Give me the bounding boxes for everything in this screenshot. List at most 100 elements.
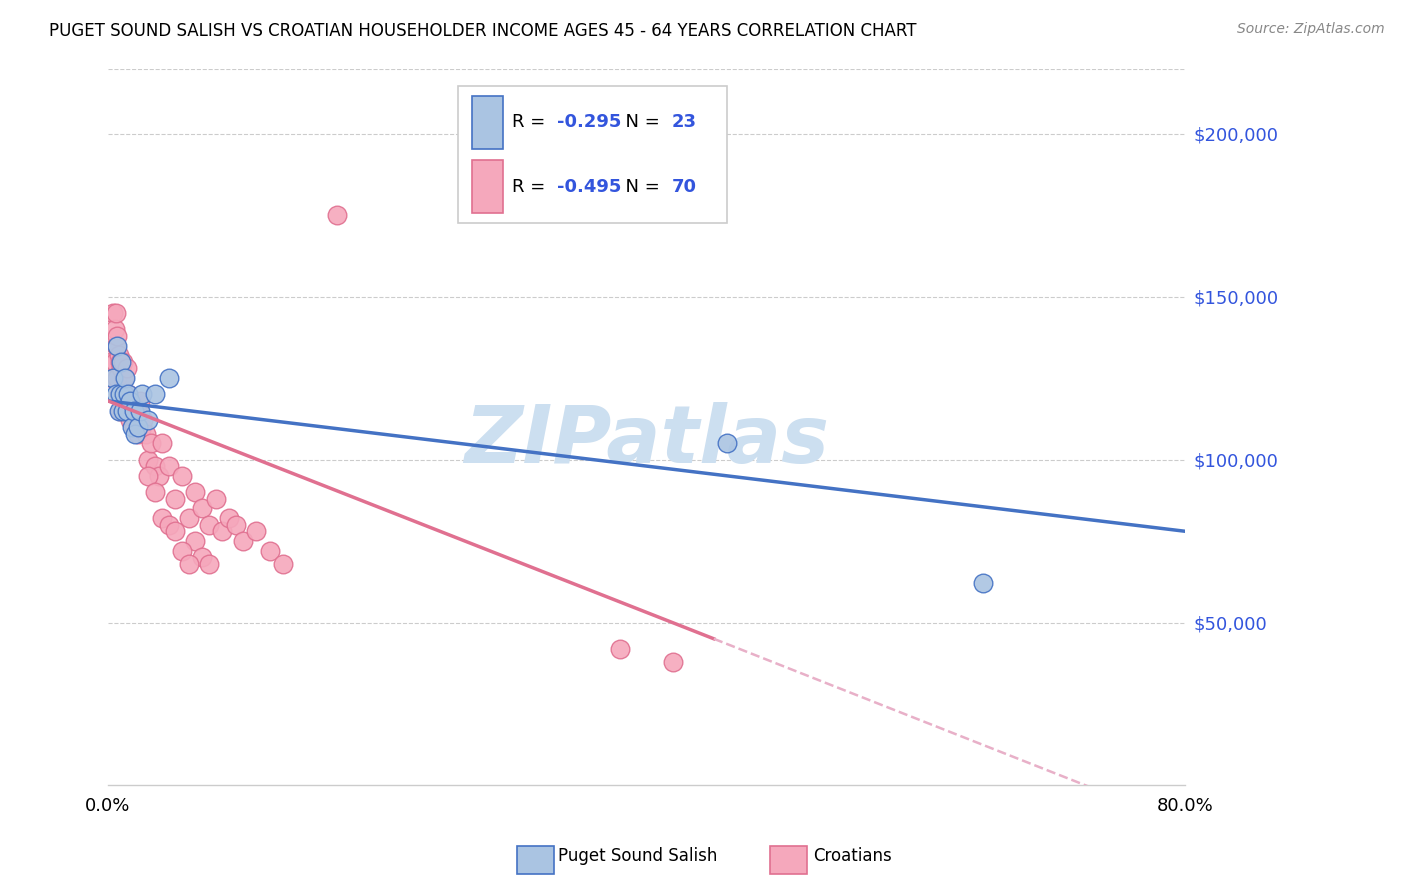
Point xyxy=(138,413,160,427)
Point xyxy=(128,403,150,417)
Point xyxy=(104,322,127,336)
Point xyxy=(112,371,135,385)
Point xyxy=(118,393,141,408)
Text: Puget Sound Salish: Puget Sound Salish xyxy=(558,847,717,865)
Point xyxy=(115,361,138,376)
Text: N =: N = xyxy=(614,178,665,196)
Point xyxy=(114,371,136,385)
Point xyxy=(112,387,135,401)
Text: R =: R = xyxy=(512,178,551,196)
Point xyxy=(114,393,136,408)
Point xyxy=(107,387,129,401)
Point xyxy=(107,328,129,343)
Point xyxy=(972,576,994,591)
Point xyxy=(143,485,166,500)
Point xyxy=(218,511,240,525)
Point xyxy=(198,517,221,532)
Text: Croatians: Croatians xyxy=(813,847,891,865)
Point xyxy=(662,655,685,669)
Point xyxy=(125,413,148,427)
Point xyxy=(129,393,152,408)
Text: R =: R = xyxy=(512,113,551,131)
Point xyxy=(232,534,254,549)
Point xyxy=(127,420,149,434)
Point xyxy=(124,403,146,417)
Point xyxy=(177,557,200,571)
Point xyxy=(127,426,149,441)
Point xyxy=(139,436,162,450)
Point xyxy=(105,338,128,352)
Point xyxy=(110,355,132,369)
Point xyxy=(107,403,129,417)
Text: Source: ZipAtlas.com: Source: ZipAtlas.com xyxy=(1237,22,1385,37)
Point xyxy=(245,524,267,539)
Point xyxy=(131,420,153,434)
Point xyxy=(117,387,139,401)
Point xyxy=(198,557,221,571)
Point xyxy=(132,413,155,427)
Text: -0.495: -0.495 xyxy=(557,178,621,196)
Point xyxy=(107,338,129,352)
FancyBboxPatch shape xyxy=(472,161,503,213)
Point xyxy=(148,468,170,483)
Point xyxy=(117,387,139,401)
Point xyxy=(121,393,143,408)
Point xyxy=(105,387,128,401)
Point xyxy=(157,517,180,532)
Point xyxy=(138,468,160,483)
Point xyxy=(100,355,122,369)
Text: -0.295: -0.295 xyxy=(557,113,621,131)
Point xyxy=(150,436,173,450)
Text: N =: N = xyxy=(614,113,665,131)
Point xyxy=(108,403,131,417)
Point xyxy=(112,403,135,417)
Point xyxy=(211,524,233,539)
Point xyxy=(104,355,127,369)
Point xyxy=(118,413,141,427)
Text: 23: 23 xyxy=(671,113,696,131)
Point xyxy=(165,491,187,506)
Point xyxy=(124,426,146,441)
Point xyxy=(150,511,173,525)
Point xyxy=(111,355,134,369)
Point xyxy=(157,459,180,474)
Point xyxy=(170,468,193,483)
Point xyxy=(271,557,294,571)
FancyBboxPatch shape xyxy=(472,95,503,149)
Point xyxy=(157,371,180,385)
Point xyxy=(121,420,143,434)
Point xyxy=(135,426,157,441)
Point xyxy=(111,403,134,417)
Point xyxy=(138,452,160,467)
Point xyxy=(143,387,166,401)
Point xyxy=(143,459,166,474)
Point xyxy=(191,501,214,516)
Point xyxy=(716,436,738,450)
Point xyxy=(225,517,247,532)
Point xyxy=(115,403,138,417)
Point xyxy=(184,485,207,500)
Point xyxy=(122,420,145,434)
Point xyxy=(122,403,145,417)
Point xyxy=(101,371,124,385)
Point xyxy=(108,387,131,401)
Point xyxy=(177,511,200,525)
Point xyxy=(165,524,187,539)
Point xyxy=(110,387,132,401)
Point xyxy=(170,544,193,558)
Text: 70: 70 xyxy=(671,178,696,196)
Text: ZIPatlas: ZIPatlas xyxy=(464,402,830,480)
FancyBboxPatch shape xyxy=(458,87,727,223)
Point xyxy=(184,534,207,549)
Point xyxy=(609,641,631,656)
Point xyxy=(118,393,141,408)
Point xyxy=(120,403,142,417)
Point xyxy=(191,550,214,565)
Point xyxy=(326,208,349,222)
Point xyxy=(131,387,153,401)
Point xyxy=(103,371,125,385)
Point xyxy=(259,544,281,558)
Point xyxy=(117,403,139,417)
Point xyxy=(114,387,136,401)
Point xyxy=(107,348,129,362)
